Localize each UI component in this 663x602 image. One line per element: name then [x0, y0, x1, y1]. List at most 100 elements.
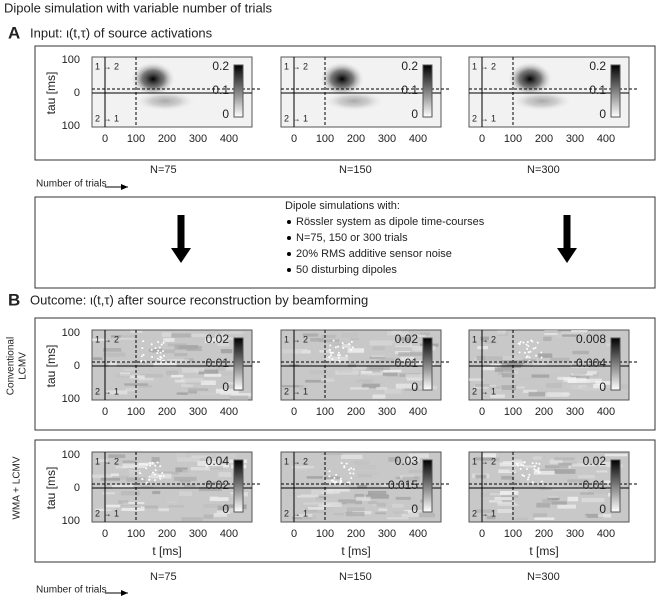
y-tick-label: 100 — [62, 515, 80, 527]
heatmap-texture — [567, 496, 579, 502]
y-tick-label: 0 — [74, 360, 80, 372]
heatmap-texture — [404, 387, 424, 391]
heatmap-texture — [368, 490, 387, 496]
heatmap-texture — [305, 379, 326, 383]
heatmap-texture — [365, 494, 389, 499]
heatmap-texture — [205, 338, 222, 343]
heatmap-dot — [520, 464, 523, 467]
heatmap-texture — [186, 381, 201, 385]
heatmap-texture — [375, 360, 384, 364]
heatmap-texture — [321, 491, 341, 494]
heatmap-texture — [378, 508, 388, 511]
heatmap-dot — [535, 462, 538, 465]
heatmap-texture — [203, 514, 214, 519]
x-tick-label: 100 — [504, 133, 522, 145]
x-tick-label: 300 — [189, 133, 207, 145]
heatmap-texture — [103, 507, 117, 511]
heatmap-texture — [148, 348, 163, 352]
heatmap-blob — [512, 91, 572, 111]
heatmap-dot — [328, 356, 331, 359]
heatmap-texture — [351, 365, 367, 370]
panel-box — [34, 317, 656, 431]
heatmap-texture — [176, 457, 200, 462]
heatmap-dot — [331, 358, 334, 361]
heatmap-dot — [350, 476, 353, 479]
heatmap-texture — [203, 504, 223, 509]
heatmap-texture — [386, 517, 409, 520]
heatmap-dot — [141, 347, 144, 350]
heatmap-texture — [528, 391, 548, 397]
x-tick-label: 400 — [409, 133, 427, 145]
colorbar — [422, 459, 433, 513]
heatmap-texture — [497, 508, 513, 513]
heatmap-texture — [373, 508, 387, 514]
heatmap-texture — [167, 498, 189, 502]
heatmap-dot — [533, 468, 536, 471]
heatmap-texture — [329, 343, 348, 346]
heatmap-texture — [190, 467, 210, 471]
heatmap-texture — [380, 369, 402, 373]
heatmap-texture — [484, 341, 497, 344]
heatmap-texture — [95, 508, 112, 511]
heatmap-texture — [587, 489, 611, 494]
heatmap-texture — [382, 340, 405, 344]
heatmap-dot — [150, 343, 153, 346]
heatmap-dot — [525, 343, 528, 346]
heatmap-dot — [337, 354, 340, 357]
colorbar-tick: 0.02 — [395, 332, 419, 346]
trial-count: N=75 — [150, 571, 177, 583]
quadrant-label: 1 → 2 — [95, 456, 119, 466]
heatmap-texture — [604, 453, 628, 457]
trial-count: N=300 — [527, 571, 560, 583]
colorbar — [610, 459, 621, 513]
heatmap-texture — [230, 392, 252, 397]
heatmap-texture — [168, 505, 184, 508]
heatmap-texture — [369, 367, 385, 370]
heatmap-dot — [329, 351, 332, 354]
heatmap-texture — [341, 454, 363, 460]
heatmap-texture — [92, 357, 103, 360]
heatmap-dot — [333, 477, 336, 480]
heatmap-texture — [125, 388, 138, 392]
heatmap-texture — [179, 480, 191, 483]
heatmap-dot — [161, 472, 164, 475]
heatmap-texture — [220, 349, 233, 354]
x-tick-label: 200 — [347, 406, 365, 418]
heatmap-texture — [347, 363, 357, 368]
heatmap-dot — [160, 356, 163, 359]
heatmap-dot — [151, 356, 154, 359]
heatmap-texture — [388, 457, 399, 462]
heatmap-texture — [585, 513, 604, 518]
heatmap-texture — [558, 462, 578, 466]
trial-count: N=75 — [150, 164, 177, 176]
bullet — [287, 220, 291, 224]
heatmap-texture — [194, 369, 205, 372]
heatmap-dot — [329, 354, 332, 357]
heatmap-texture — [475, 509, 495, 513]
heatmap-texture — [119, 475, 129, 480]
heatmap-dot — [532, 347, 535, 350]
heatmap-texture — [486, 515, 496, 520]
heatmap-texture — [108, 454, 126, 459]
heatmap-texture — [106, 504, 121, 508]
heatmap-texture — [504, 370, 519, 375]
heatmap-texture — [187, 387, 198, 391]
quadrant-label: 1 → 2 — [95, 61, 119, 71]
x-tick-label: 200 — [535, 133, 553, 145]
heatmap-texture — [501, 494, 519, 498]
heatmap-texture — [599, 462, 619, 467]
heatmap-texture — [398, 337, 411, 342]
heatmap-texture — [564, 384, 579, 389]
heatmap-texture — [482, 365, 498, 371]
heatmap-texture — [217, 505, 231, 510]
heatmap-texture — [179, 491, 192, 496]
heatmap-texture — [545, 382, 562, 388]
heatmap-dot — [527, 351, 530, 354]
heatmap-texture — [310, 497, 329, 503]
heatmap-texture — [391, 330, 402, 335]
heatmap-texture — [512, 459, 522, 462]
heatmap-dot — [142, 353, 145, 356]
heatmap-texture — [516, 517, 528, 521]
y-tick-label: 100 — [62, 54, 80, 66]
info-box — [34, 196, 656, 289]
